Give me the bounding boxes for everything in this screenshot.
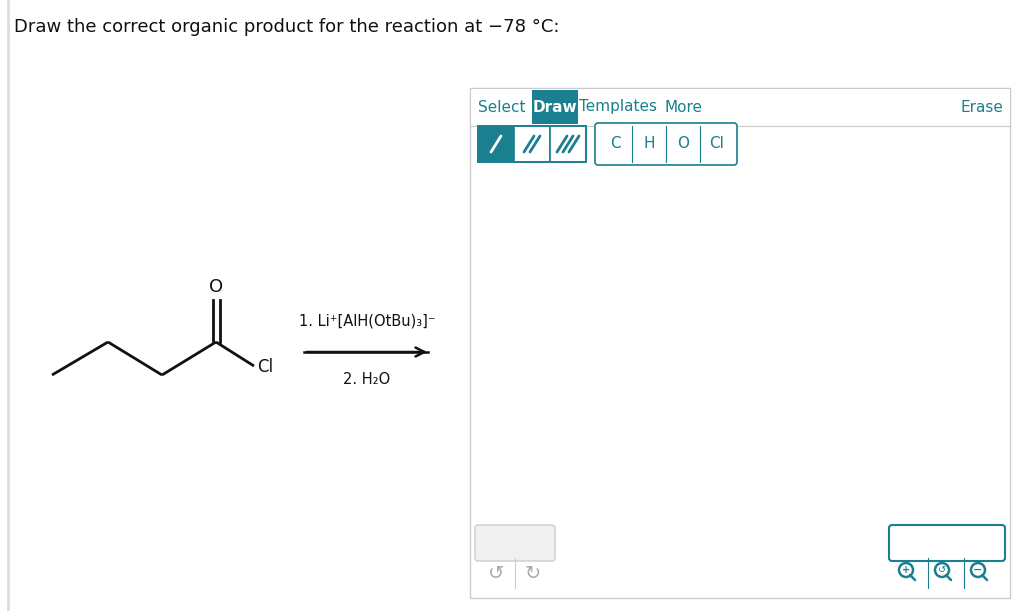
FancyBboxPatch shape: [595, 123, 737, 165]
Text: Cl: Cl: [257, 358, 273, 376]
FancyBboxPatch shape: [532, 90, 578, 124]
Text: Templates: Templates: [579, 100, 657, 114]
Polygon shape: [470, 88, 1010, 598]
FancyBboxPatch shape: [475, 525, 555, 561]
Text: 1. Li⁺[AlH(OtBu)₃]⁻: 1. Li⁺[AlH(OtBu)₃]⁻: [299, 313, 435, 328]
FancyBboxPatch shape: [889, 525, 1005, 561]
Text: ↺: ↺: [487, 563, 504, 582]
Text: 2. H₂O: 2. H₂O: [343, 372, 390, 387]
Polygon shape: [470, 88, 1010, 126]
Text: O: O: [209, 278, 223, 296]
Text: −: −: [974, 565, 983, 575]
Text: Draw the correct organic product for the reaction at −78 °C:: Draw the correct organic product for the…: [14, 18, 559, 36]
Text: ↻: ↻: [525, 563, 542, 582]
FancyBboxPatch shape: [550, 126, 586, 162]
Text: Draw: Draw: [532, 100, 578, 114]
Text: O: O: [677, 136, 689, 152]
FancyBboxPatch shape: [478, 126, 514, 162]
Text: C: C: [609, 136, 621, 152]
Text: Erase: Erase: [961, 100, 1004, 114]
FancyBboxPatch shape: [514, 126, 550, 162]
Text: ↺: ↺: [938, 565, 946, 575]
Text: Cl: Cl: [710, 136, 724, 152]
Text: H: H: [643, 136, 654, 152]
Text: More: More: [665, 100, 703, 114]
Text: Select: Select: [478, 100, 525, 114]
Text: +: +: [902, 565, 910, 575]
